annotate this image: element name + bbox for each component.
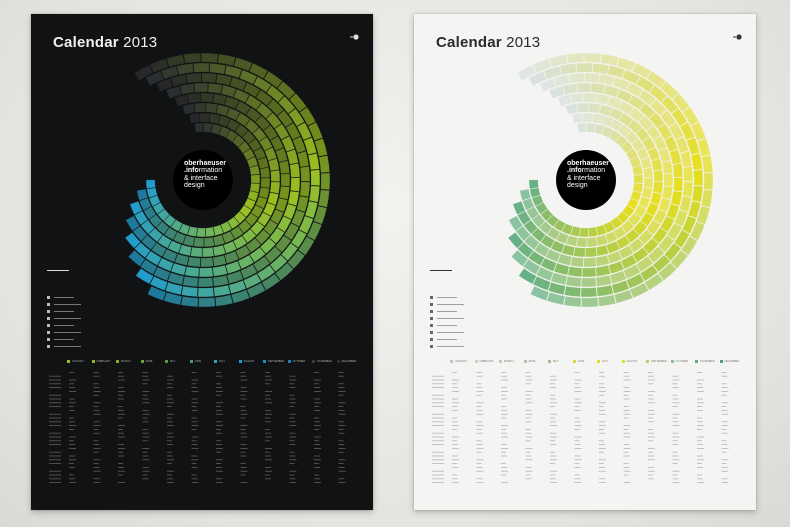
month-name: JANUARY	[455, 360, 468, 363]
logo-icon	[733, 34, 742, 40]
month-label: SEPTEMBER	[263, 360, 288, 363]
month-name: AUGUST	[243, 360, 255, 363]
month-name: NOVEMBER	[317, 360, 332, 363]
poster-title: Calendar 2013	[436, 34, 541, 51]
month-name: JUNE	[577, 360, 585, 363]
month-label: JANUARY	[450, 360, 475, 363]
month-label: APRIL	[140, 360, 166, 363]
month-label: OCTOBER	[287, 360, 313, 363]
month-swatch	[670, 360, 674, 363]
month-label: NOVEMBER	[312, 360, 337, 363]
month-swatch	[646, 360, 649, 363]
month-swatch	[499, 360, 502, 363]
radial-calendar-ring	[124, 52, 331, 308]
month-label: MAY	[165, 360, 190, 363]
month-label: SEPTEMBER	[646, 360, 671, 363]
divider	[47, 270, 69, 271]
month-swatch	[140, 360, 144, 363]
month-label: JUNE	[189, 360, 215, 363]
month-swatch	[523, 360, 527, 363]
month-label: AUGUST	[238, 360, 264, 363]
month-label: MARCH	[116, 360, 141, 363]
month-name: FEBRUARY	[96, 360, 111, 363]
month-swatch	[474, 360, 478, 363]
month-swatch	[450, 360, 453, 363]
month-swatch	[695, 360, 698, 363]
month-swatch	[91, 360, 95, 363]
center-brand-text: oberhaeuser .information & interface des…	[567, 160, 610, 190]
month-name: DECEMBER	[724, 360, 740, 363]
month-label: MAY	[548, 360, 573, 363]
month-name: JULY	[219, 360, 226, 363]
month-name: MAY	[553, 360, 559, 363]
month-label: FEBRUARY	[474, 360, 500, 363]
month-label: AUGUST	[621, 360, 647, 363]
month-name: OCTOBER	[292, 360, 306, 363]
radial-calendar-ring	[507, 52, 714, 308]
month-name: MARCH	[504, 360, 514, 363]
legend	[430, 294, 464, 350]
month-label: FEBRUARY	[91, 360, 117, 363]
calendar-poster-light: Calendar 2013 oberhaeuser .information &…	[414, 14, 756, 510]
month-name: APRIL	[528, 360, 537, 363]
center-brand-text: oberhaeuser .information & interface des…	[184, 160, 227, 190]
month-label: NOVEMBER	[695, 360, 720, 363]
day-grid	[432, 372, 729, 483]
month-swatch	[214, 360, 217, 363]
month-swatch	[336, 360, 340, 363]
calendar-poster-dark: Calendar 2013 oberhaeuser .information &…	[31, 14, 373, 510]
month-label: OCTOBER	[670, 360, 696, 363]
month-name: FEBRUARY	[479, 360, 494, 363]
month-swatch	[67, 360, 70, 363]
month-swatch	[597, 360, 600, 363]
month-label: JULY	[214, 360, 239, 363]
month-name: NOVEMBER	[700, 360, 715, 363]
month-name: JUNE	[194, 360, 202, 363]
month-swatch	[719, 360, 723, 363]
month-name: MAY	[170, 360, 176, 363]
month-label: JUNE	[572, 360, 598, 363]
month-swatch	[572, 360, 576, 363]
month-swatch	[312, 360, 315, 363]
month-label: DECEMBER	[719, 360, 745, 363]
month-swatch	[621, 360, 625, 363]
logo-icon	[350, 34, 359, 40]
month-swatch	[238, 360, 242, 363]
month-name: JANUARY	[72, 360, 85, 363]
month-name: AUGUST	[626, 360, 638, 363]
month-label: JANUARY	[67, 360, 92, 363]
month-name: JULY	[602, 360, 609, 363]
month-name: SEPTEMBER	[268, 360, 284, 363]
month-swatch	[189, 360, 193, 363]
month-swatch	[165, 360, 168, 363]
divider	[430, 270, 452, 271]
legend	[47, 294, 81, 350]
month-swatch	[287, 360, 291, 363]
month-name: DECEMBER	[341, 360, 357, 363]
month-swatch	[116, 360, 119, 363]
month-label: APRIL	[523, 360, 549, 363]
day-grid	[49, 372, 346, 483]
month-label: DECEMBER	[336, 360, 362, 363]
month-name: MARCH	[121, 360, 131, 363]
poster-title: Calendar 2013	[53, 34, 158, 51]
month-name: APRIL	[145, 360, 154, 363]
month-name: OCTOBER	[675, 360, 689, 363]
month-swatch	[548, 360, 551, 363]
month-label: MARCH	[499, 360, 524, 363]
month-swatch	[263, 360, 266, 363]
month-name: SEPTEMBER	[651, 360, 667, 363]
month-label: JULY	[597, 360, 622, 363]
month-header-row: JANUARY FEBRUARY MARCH APRIL MAY JUNE JULY AUGU…	[450, 360, 744, 363]
month-header-row: JANUARY FEBRUARY MARCH APRIL MAY JUNE JULY AUGU…	[67, 360, 361, 363]
